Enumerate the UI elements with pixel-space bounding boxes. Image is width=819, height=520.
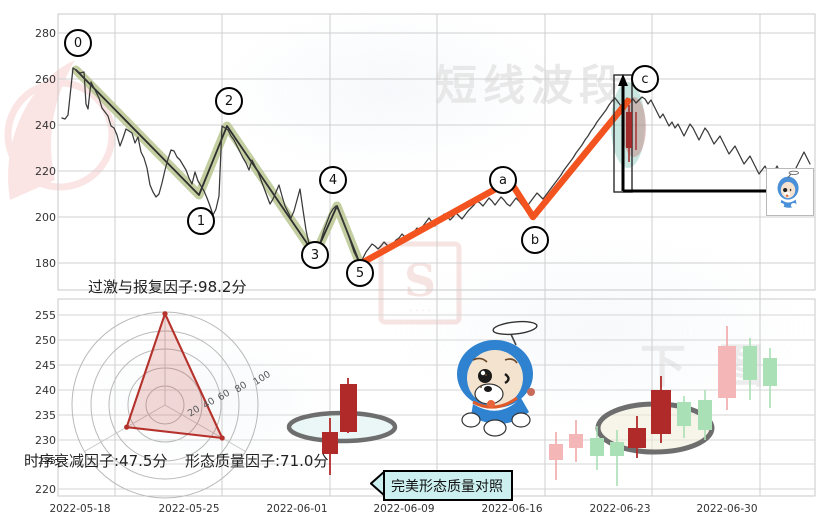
- radar-label-top: 过激与报复因子:98.2分: [88, 278, 247, 296]
- wave-label-c: c: [631, 65, 659, 93]
- signal-mini-candle: [626, 105, 637, 162]
- y-tick-upper-2: 240: [35, 119, 56, 132]
- candle-5-dark: [628, 416, 646, 458]
- y-tick-lower-7: 220: [35, 483, 56, 496]
- y-tick-upper-4: 200: [35, 211, 56, 224]
- candlestick-svg: [286, 326, 777, 486]
- callout-text: 完美形态质量对照: [391, 478, 503, 495]
- wave-label-2: 2: [215, 87, 243, 115]
- candle-series: [549, 326, 777, 486]
- y-tick-lower-2: 245: [35, 359, 56, 372]
- wave-label-b: b: [521, 226, 549, 254]
- candle-11: [763, 348, 777, 408]
- y-tick-lower-3: 240: [35, 384, 56, 397]
- mascot-thumbnail-box: [766, 168, 814, 216]
- radar-point-lower-left: [124, 424, 130, 430]
- y-tick-upper-3: 220: [35, 165, 56, 178]
- y-tick-upper-0: 280: [35, 27, 56, 40]
- y-tick-upper-5: 180: [35, 257, 56, 270]
- candle-4: [610, 430, 624, 486]
- radar-point-lower-right: [219, 435, 225, 441]
- candle-10: [743, 338, 757, 400]
- x-tick-3: 2022-06-09: [373, 503, 435, 515]
- radar-data-polygon: [125, 312, 224, 440]
- price-chart-svg: [61, 65, 811, 269]
- candle-left-2: [340, 378, 357, 433]
- radar-point-top: [162, 311, 168, 317]
- pointer-arrow-head: [618, 74, 628, 86]
- candle-left-1: [322, 418, 338, 475]
- candle-1: [549, 432, 563, 480]
- wave-label-5: 5: [346, 259, 374, 287]
- radar-spoke-lower-right: [164, 404, 246, 452]
- x-tick-5: 2022-06-23: [589, 503, 651, 515]
- y-tick-lower-4: 235: [35, 409, 56, 422]
- radar-label-right: 形态质量因子:71.0分: [185, 452, 329, 470]
- y-tick-upper-1: 260: [35, 73, 56, 86]
- mascot-icon-small: [777, 170, 799, 208]
- candle-9: [718, 326, 736, 410]
- callout-box: 完美形态质量对照: [383, 470, 513, 501]
- wave-label-0: 0: [64, 29, 92, 57]
- quality-radar-svg: [71, 311, 259, 499]
- mascot-icon-large: [457, 320, 538, 437]
- wave-label-4: 4: [319, 166, 347, 194]
- y-tick-lower-6: 225: [37, 456, 56, 467]
- wave-label-3: 3: [301, 241, 329, 269]
- wave-label-1: 1: [187, 207, 215, 235]
- candle-2: [569, 420, 583, 462]
- x-tick-0: 2022-05-18: [49, 503, 111, 515]
- x-tick-4: 2022-06-16: [481, 503, 543, 515]
- y-tick-lower-5: 230: [35, 434, 56, 447]
- abc-correction-line: [356, 97, 632, 268]
- x-tick-1: 2022-05-25: [158, 503, 220, 515]
- radar-label-left: 时序衰减因子:47.5分: [24, 452, 168, 470]
- x-tick-2: 2022-06-01: [266, 503, 328, 515]
- candle-6-dark: [651, 376, 671, 443]
- y-tick-lower-0: 255: [35, 309, 56, 322]
- y-tick-lower-1: 250: [35, 334, 56, 347]
- wave-label-a: a: [489, 166, 517, 194]
- candle-7: [677, 396, 691, 438]
- x-tick-6: 2022-06-30: [696, 503, 758, 515]
- candle-3: [590, 426, 604, 470]
- candle-8: [698, 390, 712, 440]
